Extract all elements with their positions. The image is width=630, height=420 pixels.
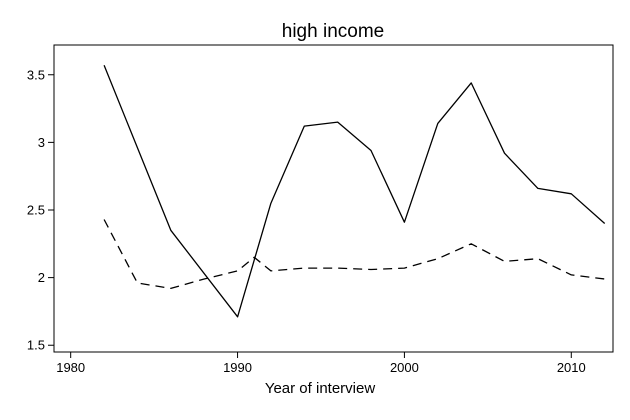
x-tick-label: 2010 (557, 360, 586, 375)
x-tick-label: 1990 (223, 360, 252, 375)
x-axis: 1980 1990 2000 2010 (56, 352, 586, 375)
y-tick-label: 2.5 (27, 202, 45, 217)
chart-title: high income (282, 21, 384, 42)
y-tick-label: 3 (38, 135, 45, 150)
y-tick-label: 2 (38, 270, 45, 285)
series-line-2-dashed (103, 219, 605, 290)
x-axis-label: Year of interview (265, 380, 376, 397)
y-tick-label: 1.5 (27, 338, 45, 353)
plot-frame (53, 44, 614, 353)
series-layer (103, 65, 606, 318)
x-tick-label: 1980 (56, 360, 85, 375)
y-tick-label: 3.5 (27, 67, 45, 82)
series-line-1-solid (103, 65, 606, 318)
x-tick-label: 2000 (390, 360, 419, 375)
y-axis: 1.5 2 2.5 3 3.5 (27, 67, 54, 353)
